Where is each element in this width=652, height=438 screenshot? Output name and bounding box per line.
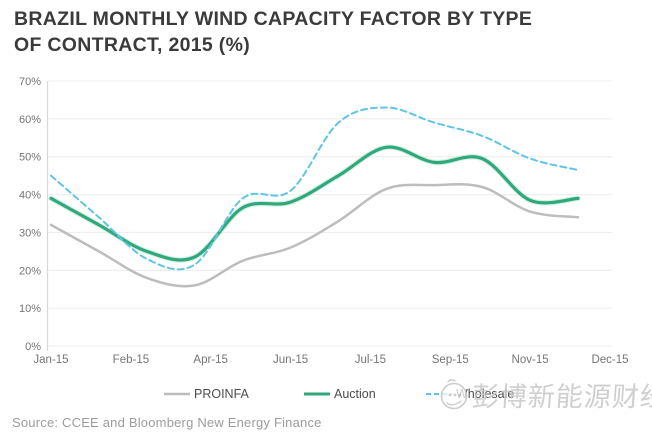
x-axis-tick-label: Dec-15 [591, 354, 628, 366]
legend: PROINFA Auction Wholesale [0, 385, 652, 405]
legend-swatch-proinfa-icon [164, 392, 190, 396]
chart-title-line2: OF CONTRACT, 2015 (%) [14, 34, 250, 56]
y-axis-tick-label: 60% [19, 114, 41, 126]
y-axis-tick-label: 40% [19, 190, 41, 202]
y-axis-tick-label: 50% [19, 152, 41, 164]
x-axis-tick-label: Nov-15 [512, 354, 549, 366]
legend-item-wholesale: Wholesale [425, 385, 514, 403]
legend-label-auction: Auction [334, 387, 376, 401]
legend-item-auction: Auction [303, 385, 376, 403]
y-axis-tick-label: 30% [19, 227, 41, 239]
series-line-auction [49, 145, 580, 262]
plot-area: 0% 10% 20% 30% 40% 50% 60% 70% Jan-15 Feb-15 Apr-1… [19, 76, 629, 366]
y-axis-tick-label: 10% [19, 303, 41, 315]
legend-swatch-wholesale-icon [426, 393, 452, 395]
y-axis-tick-label: 20% [19, 265, 41, 277]
x-axis-tick-label: Feb-15 [113, 354, 149, 366]
source-note: Source: CCEE and Bloomberg New Energy Fi… [12, 415, 322, 430]
chart-title-line1: BRAZIL MONTHLY WIND CAPACITY FACTOR BY T… [14, 8, 533, 30]
legend-item-proinfa: PROINFA [163, 385, 249, 403]
legend-label-proinfa: PROINFA [194, 387, 249, 401]
series-line-wholesale [50, 106, 579, 271]
legend-swatch-auction-icon [304, 392, 330, 396]
series-line-proinfa [49, 183, 580, 288]
x-axis-tick-label: Jan-15 [33, 354, 68, 366]
y-axis-tick-label: 70% [19, 76, 41, 88]
x-axis-tick-label: Sep-15 [432, 354, 469, 366]
x-axis-tick-label: Apr-15 [193, 354, 228, 366]
x-axis-tick-label: Jun-15 [273, 354, 308, 366]
legend-label-wholesale: Wholesale [456, 387, 515, 401]
chart-title: BRAZIL MONTHLY WIND CAPACITY FACTOR BY T… [14, 6, 634, 58]
y-axis-tick-label: 0% [25, 341, 41, 353]
x-axis-tick-label: Jul-15 [355, 354, 386, 366]
